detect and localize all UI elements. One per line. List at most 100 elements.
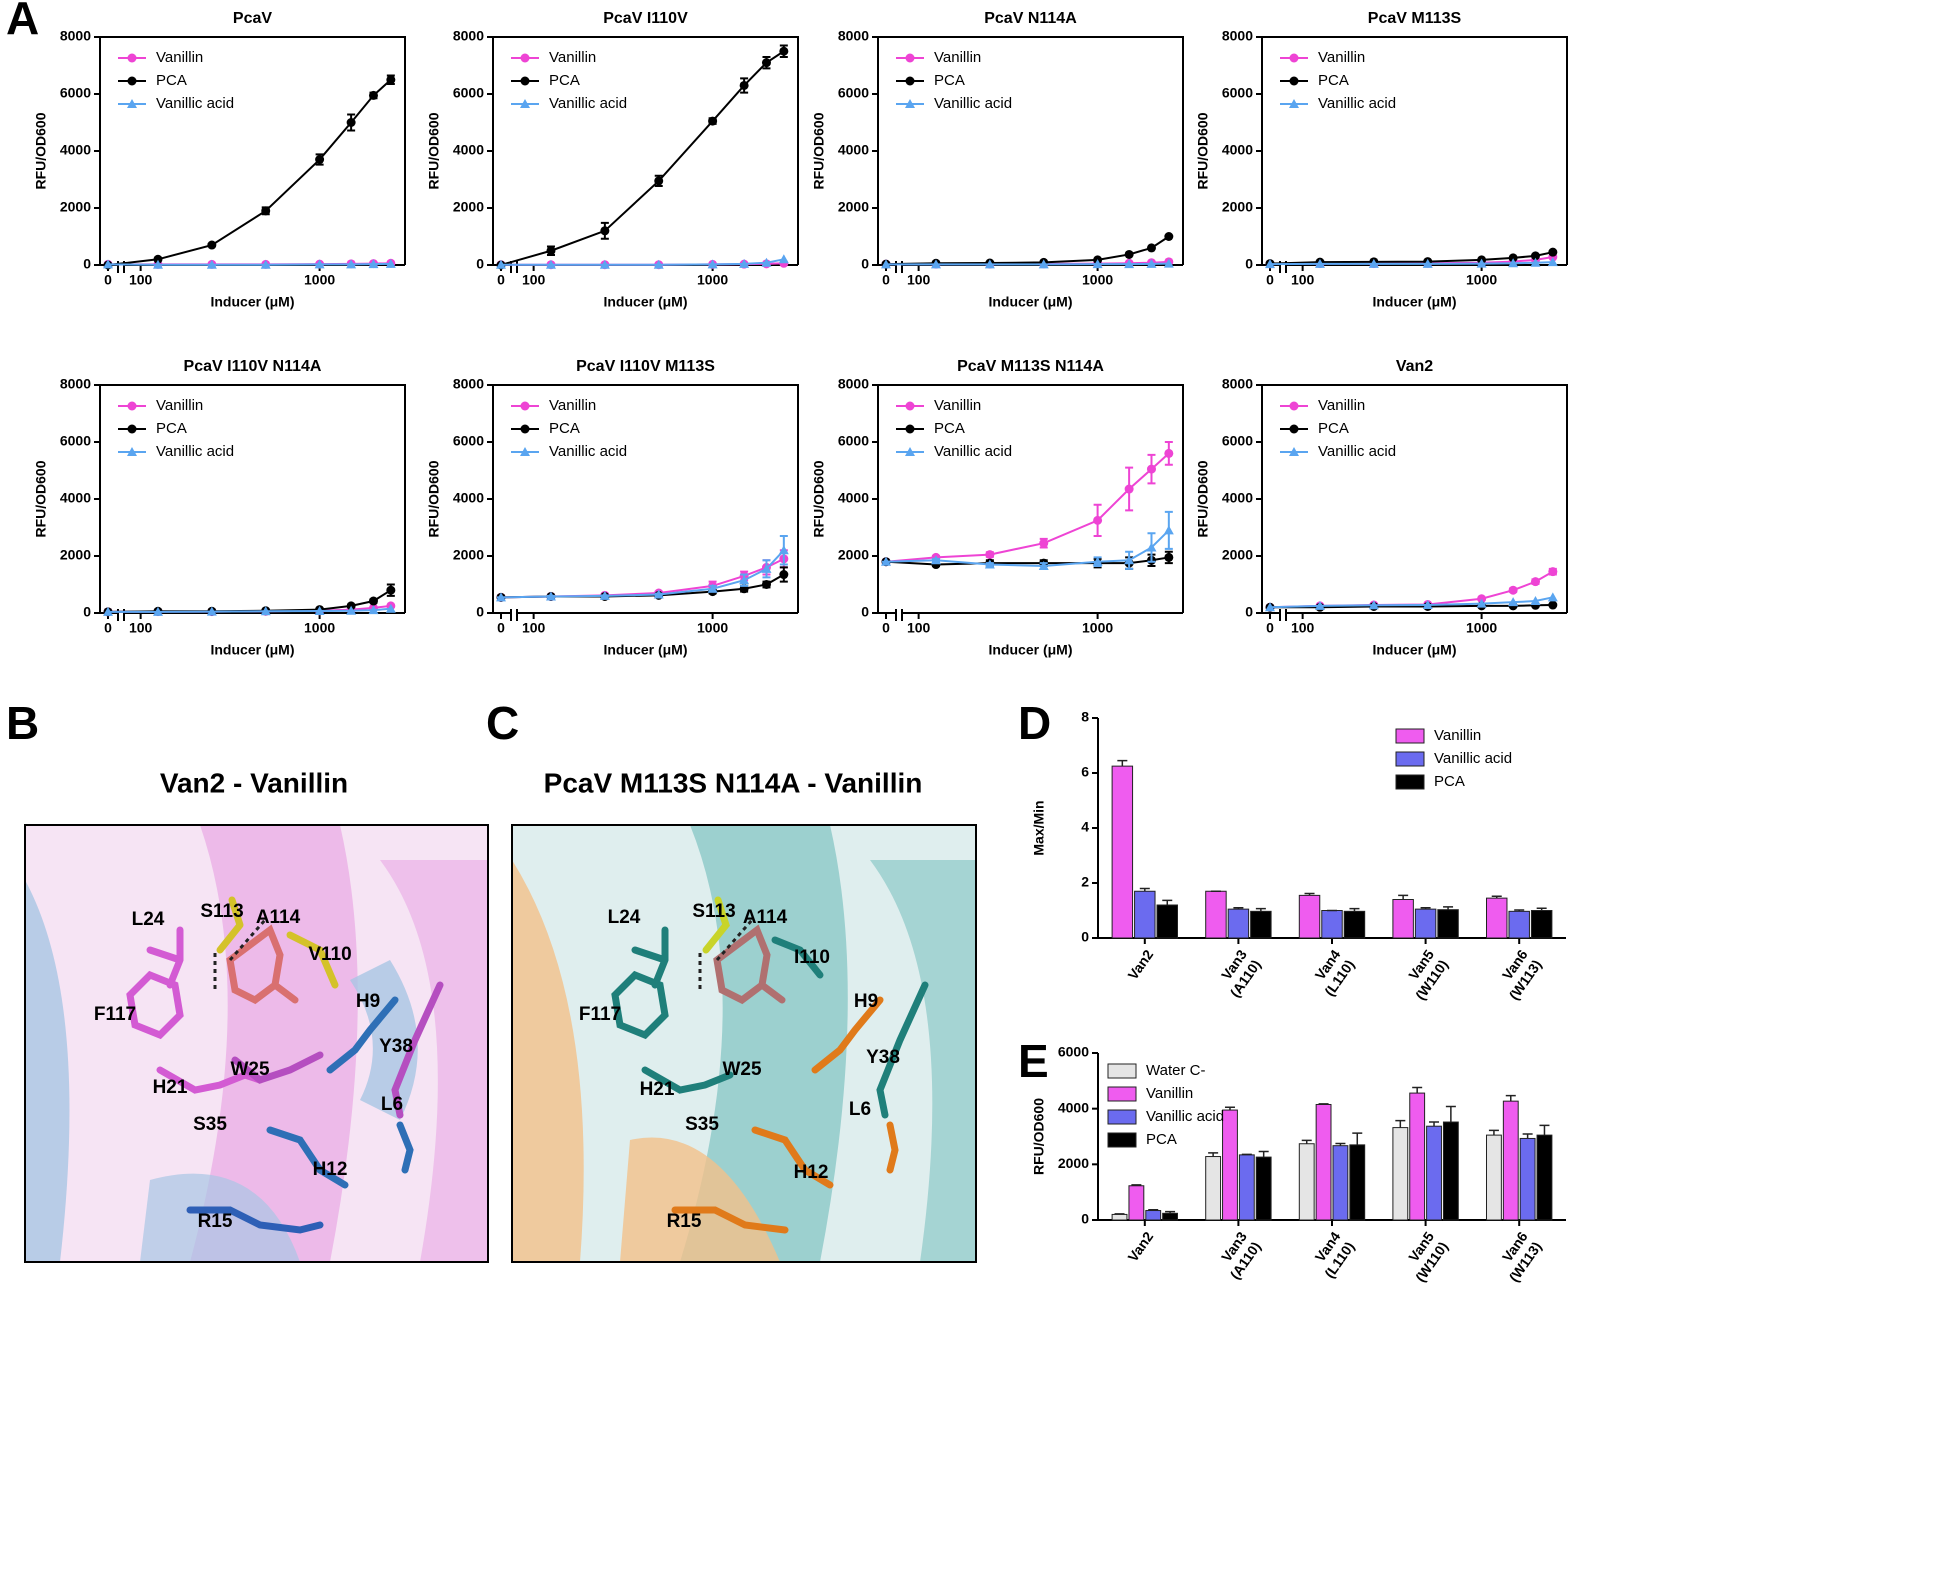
bar [1156,904,1178,939]
marker [1368,600,1379,610]
error-bar [1162,899,1173,905]
marker [368,90,378,100]
panel-label: E [1018,1035,1049,1087]
marker [1093,515,1103,525]
marker [103,259,113,269]
series-line [886,262,1169,266]
bar [1349,1144,1366,1221]
legend-label: Vanillin [934,49,981,66]
x-tick-label: 1000 [1082,272,1113,288]
marker [1124,259,1135,269]
x-tick-label: 1000 [304,272,335,288]
legend-marker [905,76,915,86]
marker [1530,257,1541,267]
y-tick-label: 2 [1081,874,1089,890]
legend-label: Vanillic acid [1318,443,1396,460]
y-tick-label: 6000 [838,433,869,449]
error-bar [1491,895,1502,899]
marker [1039,538,1049,548]
y-tick-label: 2000 [60,547,91,563]
error-bar [1539,1124,1550,1136]
bar [1227,908,1250,939]
bar [1392,899,1414,939]
marker [1547,257,1558,267]
legend-label: PCA [934,72,965,89]
residue-label: Y38 [866,1047,900,1068]
bar [1486,897,1508,939]
y-tick-label: 2000 [453,547,484,563]
error-bar [1131,1184,1142,1186]
y-tick-label: 6000 [453,85,484,101]
marker [881,259,891,269]
y-tick-label: 6 [1081,764,1089,780]
error-bar [1114,1213,1125,1215]
y-axis-label: RFU/OD600 [426,112,442,189]
residue-label: R15 [198,1211,233,1232]
error-bar [1505,1094,1516,1102]
legend-label: PCA [1434,773,1465,790]
marker [1164,448,1174,458]
y-tick-label: 2000 [1222,199,1253,215]
bar [1426,1125,1442,1221]
marker [599,590,610,600]
bar [1205,890,1227,939]
x-axis-label: Inducer (μM) [603,642,687,658]
residue-label: I110 [794,947,830,968]
chart-title: PcaV [233,10,272,27]
plot-frame [1261,384,1568,613]
legend-label: PCA [156,72,187,89]
legend-marker [1289,76,1299,86]
panel-label: B [6,697,39,749]
residue-label: V110 [308,944,351,965]
legend-marker [520,53,530,63]
y-tick-label: 0 [1081,929,1089,945]
residue-label: H21 [153,1077,188,1098]
legend-marker [1289,53,1299,63]
bar [1298,894,1321,939]
marker [386,75,396,85]
y-tick-label: 6000 [838,85,869,101]
marker [1092,259,1103,269]
marker [1124,249,1134,259]
marker [653,259,664,269]
bar [1437,909,1459,939]
y-tick-label: 8000 [838,28,869,44]
marker [1548,567,1558,577]
residue-label: S113 [692,901,735,922]
residue-label: W25 [230,1059,270,1080]
legend-label: Vanillic acid [1318,95,1396,112]
x-tick-label: 100 [907,620,931,636]
marker [778,545,789,555]
marker [153,254,163,264]
y-axis-label: RFU/OD600 [811,460,827,537]
marker [545,591,556,601]
plot-frame [492,384,799,613]
x-tick-label: 0 [104,620,112,636]
bar [1536,1134,1553,1221]
error-bar [1241,1153,1252,1156]
y-tick-label: 4000 [453,142,484,158]
legend-marker [127,424,137,434]
legend-marker [520,424,530,434]
marker [761,563,772,573]
y-tick-label: 0 [83,256,91,272]
error-bar [1514,909,1525,912]
marker [1314,600,1325,610]
bar [1321,910,1343,939]
marker [1548,247,1558,257]
marker [881,556,891,566]
chart-title: PcaV N114A [984,10,1077,27]
x-tick-label: 0 [1266,272,1274,288]
error-bar [1304,892,1315,896]
x-tick-label: 1000 [1466,272,1497,288]
marker [778,254,789,264]
chart-title: Van2 [1396,358,1433,375]
x-tick-label: Van2 [1124,947,1156,983]
legend-label: Vanillin [934,397,981,414]
marker [708,116,718,126]
y-axis-label: RFU/OD600 [811,112,827,189]
plot-frame [99,36,406,265]
residue-label: A114 [743,907,788,928]
marker [1146,243,1156,253]
